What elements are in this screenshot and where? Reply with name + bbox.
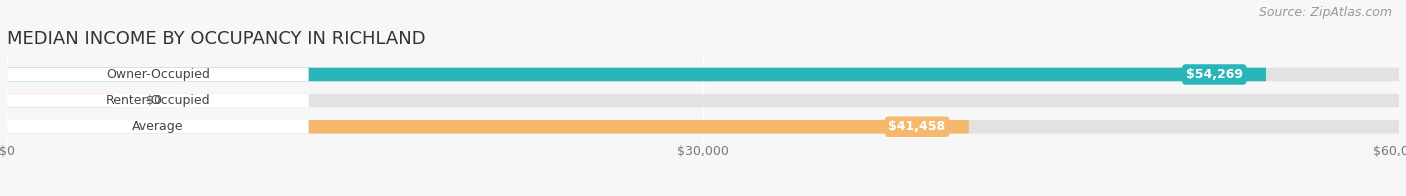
- FancyBboxPatch shape: [7, 68, 1265, 81]
- Text: $54,269: $54,269: [1185, 68, 1243, 81]
- FancyBboxPatch shape: [7, 120, 1399, 133]
- Text: MEDIAN INCOME BY OCCUPANCY IN RICHLAND: MEDIAN INCOME BY OCCUPANCY IN RICHLAND: [7, 30, 426, 48]
- FancyBboxPatch shape: [7, 68, 1399, 81]
- FancyBboxPatch shape: [7, 120, 969, 133]
- Text: $0: $0: [146, 94, 162, 107]
- Text: Average: Average: [132, 120, 184, 133]
- FancyBboxPatch shape: [7, 94, 1399, 107]
- FancyBboxPatch shape: [7, 94, 308, 107]
- Text: Source: ZipAtlas.com: Source: ZipAtlas.com: [1258, 6, 1392, 19]
- FancyBboxPatch shape: [7, 94, 111, 107]
- Text: Owner-Occupied: Owner-Occupied: [105, 68, 209, 81]
- FancyBboxPatch shape: [7, 120, 308, 133]
- FancyBboxPatch shape: [7, 68, 308, 81]
- Text: $41,458: $41,458: [889, 120, 946, 133]
- Text: Renter-Occupied: Renter-Occupied: [105, 94, 209, 107]
